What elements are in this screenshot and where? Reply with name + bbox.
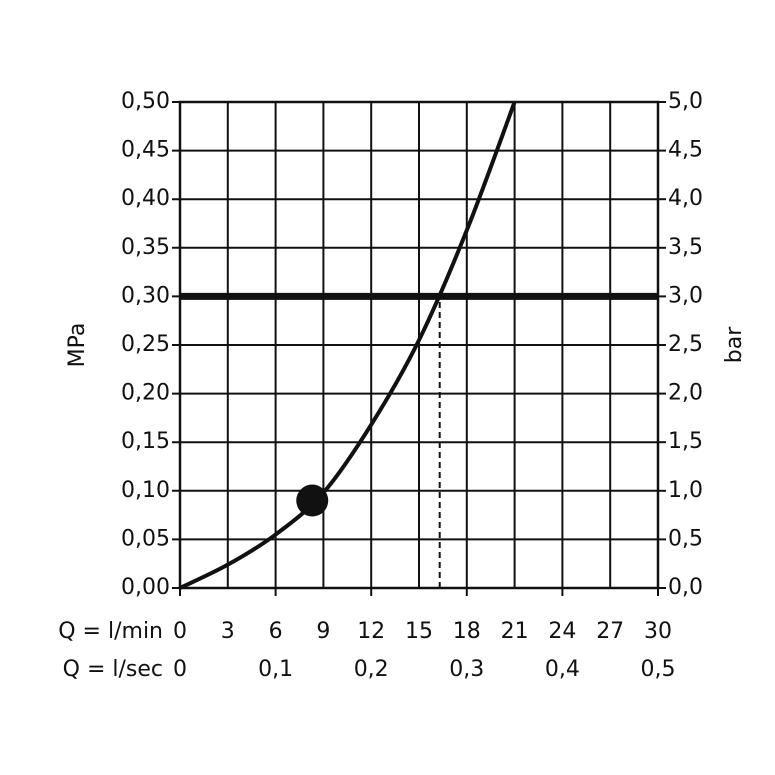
x2-tick-label: 0: [173, 657, 187, 682]
y-tick-label: 0,50: [121, 89, 170, 114]
y2-tick-label: 1,5: [668, 429, 703, 454]
y-tick-label: 0,30: [121, 283, 170, 308]
y2-tick-label: 3,5: [668, 235, 703, 260]
y2-tick-label: 4,5: [668, 138, 703, 163]
y-tick-label: 0,40: [121, 186, 170, 211]
x2-tick-label: 0,1: [258, 657, 293, 682]
y2-tick-label: 0,5: [668, 526, 703, 551]
x-tick-label: 3: [221, 619, 235, 644]
x2-axis-title: Q = l/sec: [63, 657, 163, 682]
x-tick-label: 0: [173, 619, 187, 644]
x-axis-title: Q = l/min: [58, 619, 163, 644]
y-tick-label: 0,15: [121, 429, 170, 454]
y-tick-label: 0,35: [121, 235, 170, 260]
y2-axis-title: bar: [722, 326, 747, 363]
y-tick-label: 0,25: [121, 332, 170, 357]
x-tick-label: 27: [596, 619, 624, 644]
y2-tick-label: 0,0: [668, 575, 703, 600]
y-tick-label: 0,10: [121, 478, 170, 503]
curve: [179, 101, 517, 590]
x-tick-label: 30: [644, 619, 672, 644]
y-tick-label: 0,20: [121, 381, 170, 406]
x-tick-label: 18: [453, 619, 481, 644]
y-tick-label: 0,05: [121, 526, 170, 551]
x2-tick-label: 0,4: [545, 657, 580, 682]
x-tick-label: 21: [501, 619, 529, 644]
x-tick-label: 12: [357, 619, 385, 644]
x-tick-label: 24: [548, 619, 576, 644]
y2-tick-label: 3,0: [668, 283, 703, 308]
y2-tick-label: 5,0: [668, 89, 703, 114]
y-tick-label: 0,45: [121, 138, 170, 163]
x2-tick-label: 0,3: [449, 657, 484, 682]
marker-dot: [296, 484, 329, 517]
y2-tick-label: 2,0: [668, 381, 703, 406]
x-tick-label: 9: [316, 619, 330, 644]
y-tick-label: 0,00: [121, 575, 170, 600]
y2-tick-label: 1,0: [668, 478, 703, 503]
x-tick-label: 15: [405, 619, 433, 644]
x2-tick-label: 0,2: [354, 657, 389, 682]
y2-tick-label: 2,5: [668, 332, 703, 357]
plot-frame: [178, 100, 660, 590]
x2-tick-label: 0,5: [641, 657, 676, 682]
x-tick-label: 6: [269, 619, 283, 644]
y-axis-title: MPa: [65, 323, 90, 368]
y2-tick-label: 4,0: [668, 186, 703, 211]
